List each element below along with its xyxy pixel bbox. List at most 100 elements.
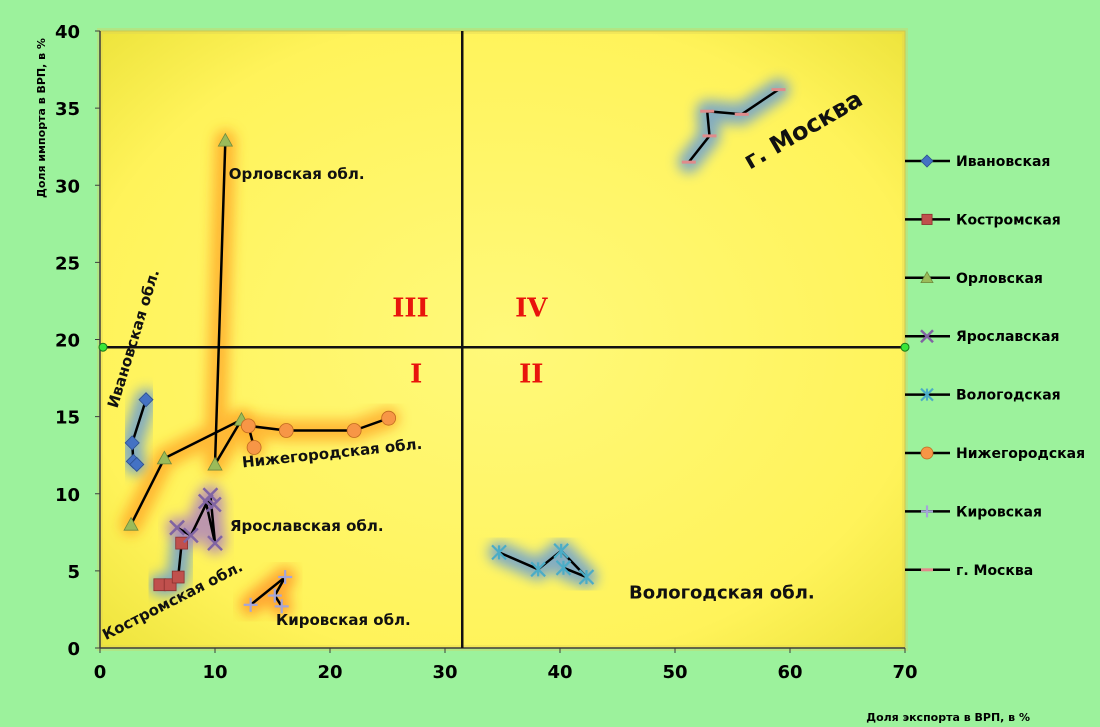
series-diamond <box>124 392 154 473</box>
data-point <box>129 456 145 473</box>
y-tick-label: 0 <box>67 639 80 660</box>
legend-label: Нижегородская <box>956 446 1085 462</box>
series-triangle <box>123 132 250 531</box>
data-point <box>553 543 569 559</box>
quadrant-label: III <box>392 293 429 323</box>
region-annotation: Вологодская обл. <box>629 583 815 604</box>
legend-label: Костромская <box>956 212 1061 228</box>
data-point <box>246 440 262 455</box>
legend-marker <box>921 505 933 518</box>
tick-layer: 0 10 20 30 40 50 60 70 0 5 10 15 20 25 30 35 40 <box>55 22 918 683</box>
data-point <box>182 527 199 544</box>
y-tick-label: 25 <box>55 253 80 274</box>
marker-stroke <box>169 519 185 536</box>
marker-stroke <box>182 527 199 544</box>
data-point <box>205 496 222 513</box>
y-tick-label: 10 <box>55 485 80 506</box>
data-point <box>278 570 293 585</box>
data-point <box>207 456 223 471</box>
data-point <box>381 410 397 426</box>
x-tick-label: 10 <box>202 662 227 683</box>
legend: Ивановская Костромская Орловская Ярославска… <box>905 154 1085 579</box>
legend-marker <box>920 154 934 168</box>
data-point <box>491 544 507 561</box>
marker-stroke <box>207 535 223 551</box>
x-tick-label: 60 <box>777 662 802 683</box>
x-tick-label: 0 <box>94 662 107 683</box>
y-tick-label: 35 <box>55 99 80 120</box>
quadrant-label: IV <box>515 293 548 323</box>
series-x <box>169 487 223 551</box>
divider-layer <box>98 31 910 648</box>
data-point <box>578 569 595 585</box>
region-annotation: Кировская обл. <box>276 611 411 629</box>
series-layer <box>123 88 786 614</box>
data-point <box>138 392 154 408</box>
series-plus <box>243 570 293 614</box>
data-point <box>278 423 294 438</box>
y-tick-label: 40 <box>55 22 80 43</box>
data-point <box>555 560 572 576</box>
legend-item: Орловская <box>905 271 1043 287</box>
region-annotation: Ярославская обл. <box>230 517 384 535</box>
divider-endpoint <box>98 342 108 352</box>
data-point <box>197 493 214 510</box>
y-axis-title: Доля импорта в ВРП, в % <box>35 38 48 198</box>
legend-label: Ивановская <box>956 154 1050 170</box>
legend-label: Вологодская <box>956 388 1061 404</box>
data-point <box>124 435 140 451</box>
series-square <box>153 536 188 592</box>
legend-label: Кировская <box>956 504 1042 520</box>
divider-endpoint <box>900 342 910 352</box>
data-point <box>156 450 173 465</box>
legend-item: Кировская <box>905 504 1042 520</box>
series-line <box>249 575 287 608</box>
data-point <box>163 578 177 592</box>
x-tick-label: 50 <box>662 662 687 683</box>
data-point <box>530 561 546 578</box>
legend-item: Ярославская <box>905 329 1060 345</box>
legend-label: Ярославская <box>956 329 1060 345</box>
x-tick-label: 70 <box>892 662 917 683</box>
data-point <box>217 132 234 147</box>
marker-stroke <box>205 496 222 513</box>
legend-marker <box>921 213 933 225</box>
data-point <box>169 519 185 536</box>
legend-marker <box>920 446 934 460</box>
x-tick-label: 40 <box>547 662 572 683</box>
quadrant-label: I <box>410 360 422 390</box>
data-point <box>243 597 258 612</box>
legend-marker <box>920 270 934 284</box>
y-tick-label: 15 <box>55 408 80 429</box>
marker-stroke <box>197 493 214 510</box>
series-star <box>491 543 595 585</box>
y-tick-label: 5 <box>67 562 80 583</box>
marker-stroke <box>920 329 934 344</box>
data-point <box>267 588 282 603</box>
y-tick-label: 20 <box>55 331 80 352</box>
x-tick-label: 30 <box>432 662 457 683</box>
region-annotation: Орловская обл. <box>229 165 365 183</box>
data-point <box>240 418 256 434</box>
data-point <box>123 516 139 531</box>
data-point <box>274 599 289 614</box>
legend-item: Вологодская <box>905 388 1061 404</box>
legend-item: г. Москва <box>905 563 1033 579</box>
legend-item: Ивановская <box>905 154 1050 170</box>
x-tick-label: 20 <box>317 662 342 683</box>
legend-item: Костромская <box>905 212 1061 228</box>
legend-label: г. Москва <box>956 563 1033 579</box>
x-axis-title: Доля экспорта в ВРП, в % <box>866 711 1030 724</box>
data-point <box>175 536 188 550</box>
legend-marker <box>920 329 934 344</box>
data-point <box>346 423 362 438</box>
series-dash <box>681 88 786 164</box>
series-circle <box>240 410 397 455</box>
legend-item: Нижегородская <box>905 446 1085 462</box>
legend-label: Орловская <box>956 271 1043 287</box>
data-point <box>207 535 223 551</box>
legend-marker <box>920 387 934 402</box>
quadrant-label: II <box>519 360 543 390</box>
